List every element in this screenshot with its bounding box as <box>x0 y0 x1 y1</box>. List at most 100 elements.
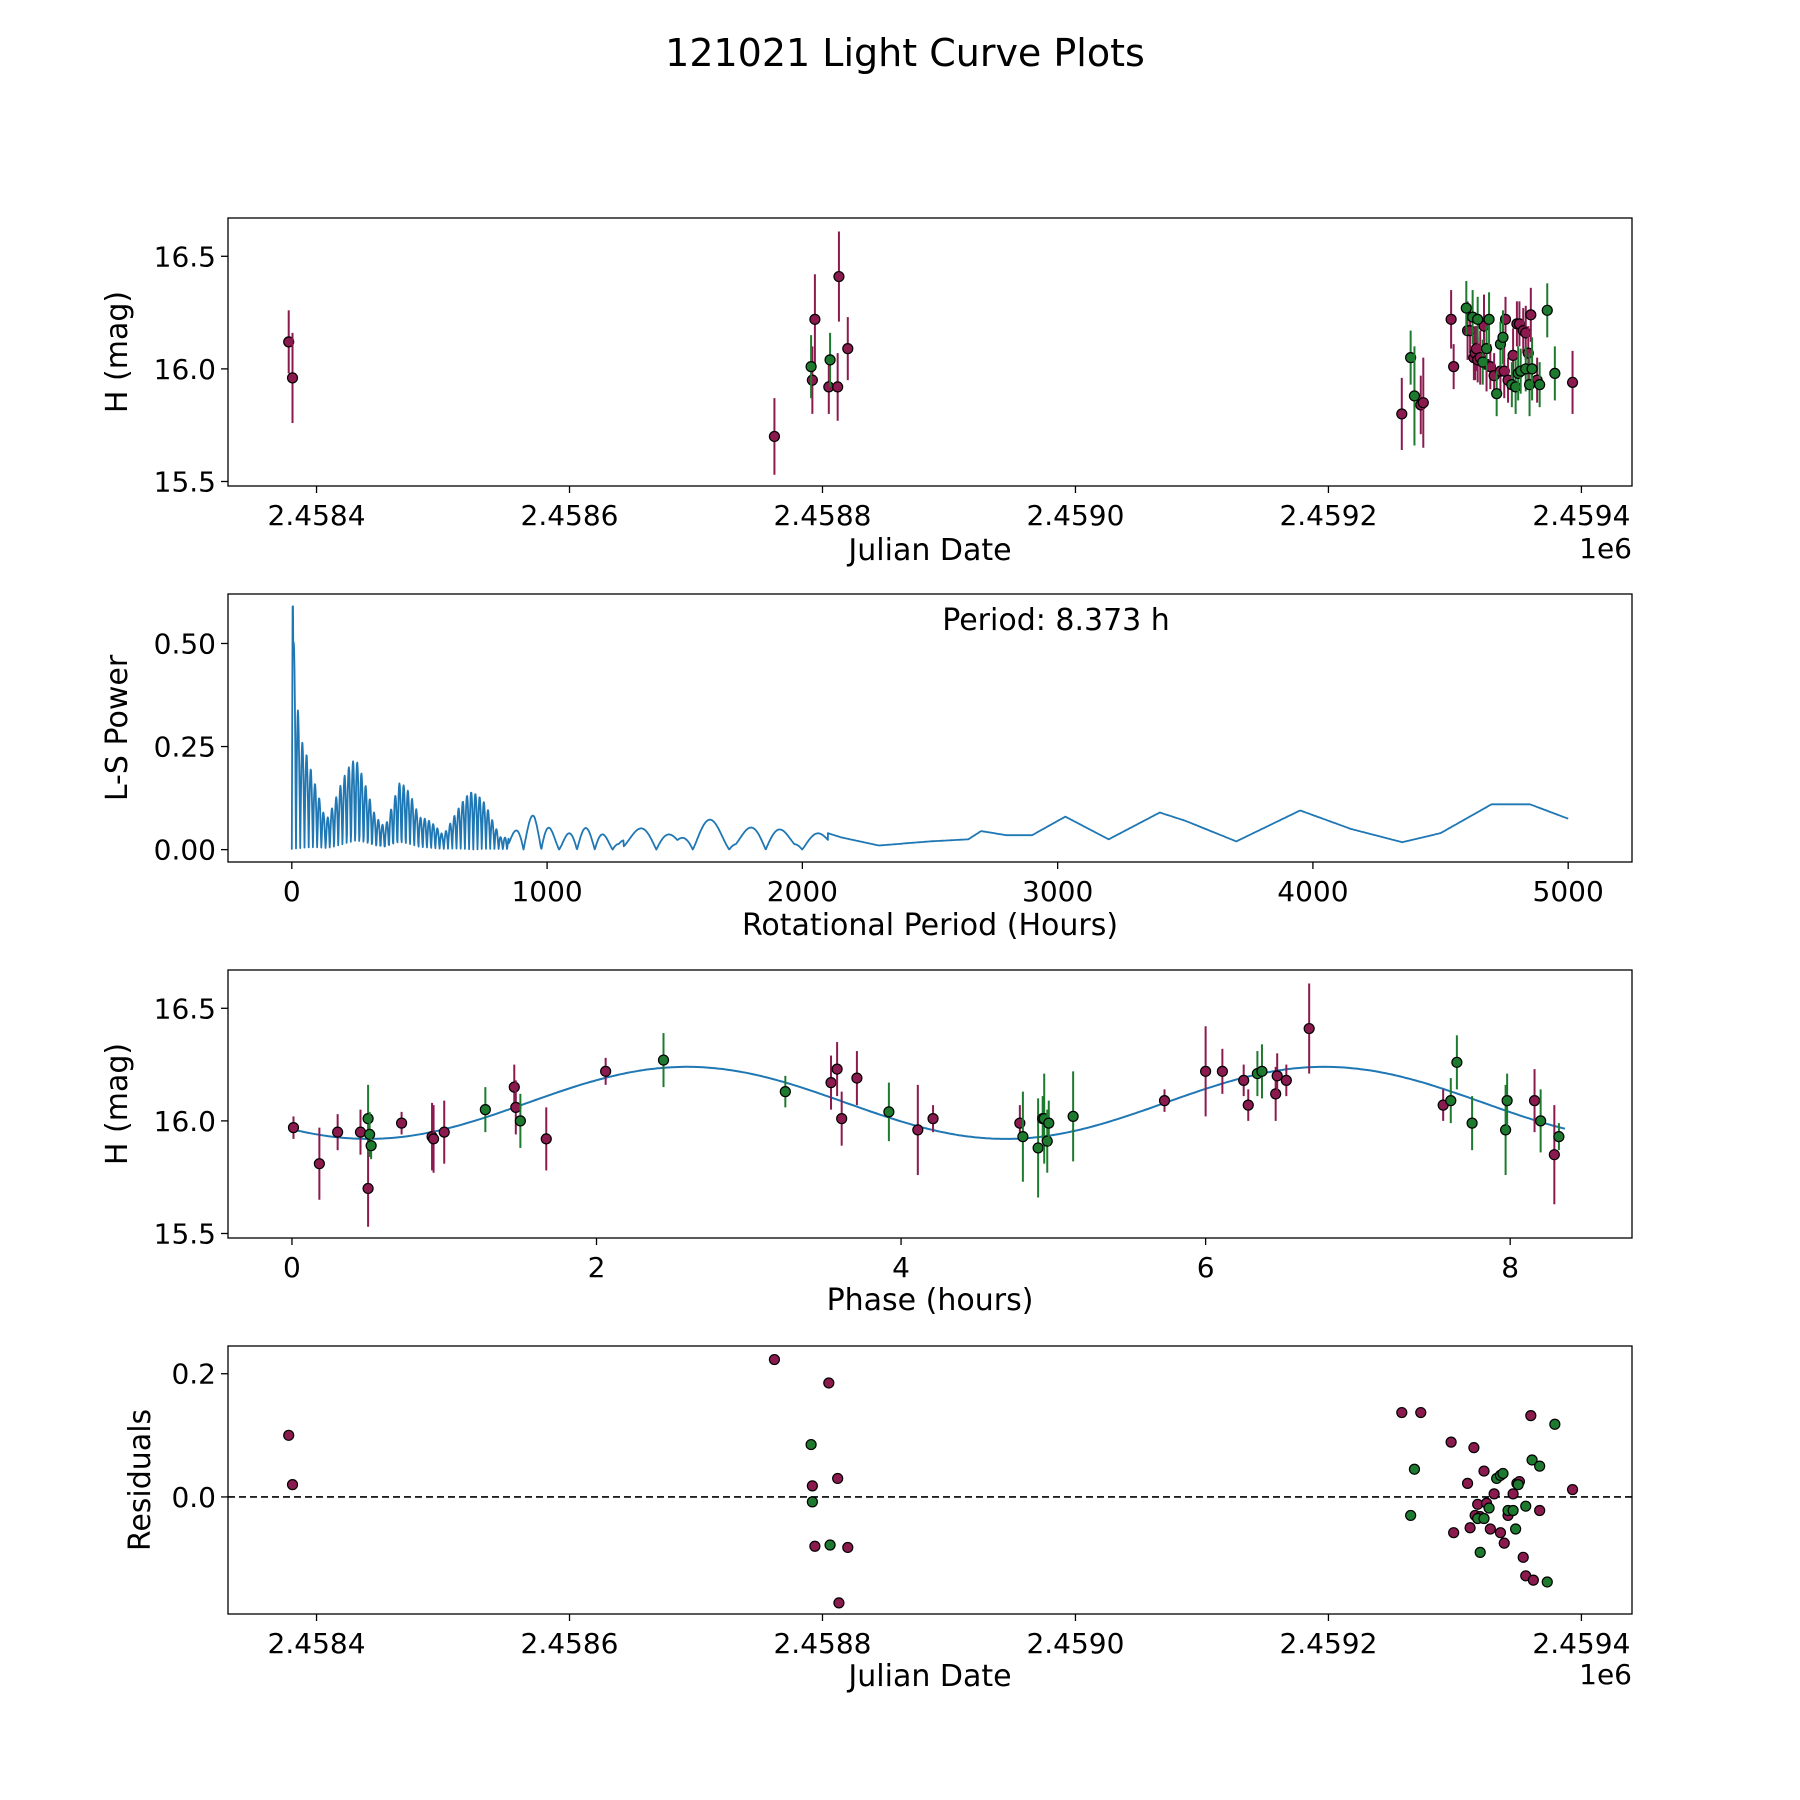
phased-point <box>1553 1131 1565 1143</box>
phased-xtick-label: 0 <box>283 1251 301 1284</box>
lightcurve-xtick-label: 2.4584 <box>268 499 366 532</box>
residuals-frame <box>227 1345 1633 1615</box>
residuals-point <box>1405 1509 1417 1522</box>
phased-ytick-label: 16.0 <box>154 1105 216 1138</box>
phased-xtick-label: 4 <box>892 1251 910 1284</box>
lightcurve-point <box>1507 349 1519 361</box>
residuals-point <box>806 1496 818 1508</box>
residuals-point <box>768 1353 781 1366</box>
phased-point <box>927 1113 939 1125</box>
periodogram-marks <box>290 605 1569 851</box>
phased-point <box>1271 1070 1283 1082</box>
periodogram-frame <box>227 593 1633 863</box>
figure-title: 121021 Light Curve Plots <box>665 31 1145 75</box>
lightcurve-point <box>1477 356 1489 368</box>
phased-point <box>851 1072 863 1084</box>
phased-point <box>779 1086 791 1098</box>
periodogram-ticks: 0 1000 2000 3000 4000 5000 0.00 0.25 0.50 <box>154 627 1604 908</box>
residuals-point <box>1520 1500 1532 1512</box>
residuals-point <box>1566 1483 1579 1496</box>
residuals-point <box>1549 1418 1561 1430</box>
phased-point <box>365 1140 377 1152</box>
phased-point <box>1238 1074 1250 1086</box>
phased-xlabel: Phase (hours) <box>827 1283 1034 1318</box>
residuals-xtick-label: 2.4590 <box>1026 1627 1124 1660</box>
residuals-point <box>1541 1576 1553 1588</box>
periodogram-panel: 0 1000 2000 3000 4000 5000 0.00 0.25 0.50 Period… <box>100 593 1633 943</box>
residuals-point <box>283 1429 295 1441</box>
residuals-point <box>1507 1488 1519 1500</box>
lightcurve-point <box>806 374 818 386</box>
phased-point <box>600 1065 612 1077</box>
periodogram-xtick-label: 5000 <box>1533 875 1604 908</box>
phased-xtick-label: 8 <box>1501 1251 1519 1284</box>
residuals-point <box>1484 1523 1496 1535</box>
residuals-point <box>1445 1436 1457 1448</box>
lightcurve-marks <box>283 231 1579 475</box>
periodogram-xtick-label: 4000 <box>1277 875 1348 908</box>
residuals-point <box>1483 1502 1495 1514</box>
phased-point <box>438 1126 450 1138</box>
phased-point <box>395 1117 408 1129</box>
phased-point <box>1017 1131 1029 1143</box>
residuals-point <box>833 1597 845 1609</box>
phased-point <box>287 1122 300 1134</box>
lightcurve-ylabel: H (mag) <box>100 291 135 413</box>
residuals-point <box>809 1540 821 1552</box>
residuals-point <box>1507 1504 1519 1517</box>
residuals-point <box>1461 1477 1474 1489</box>
phased-point <box>313 1158 325 1170</box>
residuals-point <box>842 1541 854 1554</box>
residuals-point <box>1527 1574 1539 1586</box>
phased-point <box>354 1126 367 1138</box>
lightcurve-xlabel: Julian Date <box>846 533 1011 568</box>
phased-point <box>508 1081 520 1093</box>
phased-frame <box>227 969 1633 1239</box>
residuals-ticks: 2.4584 2.4586 2.4588 2.4590 2.4592 2.4594 0.0 0… <box>171 1358 1630 1660</box>
periodogram-ytick-label: 0.25 <box>154 731 216 764</box>
residuals-point <box>1464 1522 1476 1534</box>
residuals-xtick-label: 2.4586 <box>521 1627 619 1660</box>
phased-xtick-label: 2 <box>588 1251 606 1284</box>
phased-xtick-label: 6 <box>1197 1251 1215 1284</box>
residuals-point <box>1478 1512 1490 1525</box>
lightcurve-ytick-label: 16.5 <box>154 240 216 273</box>
phased-point <box>831 1063 843 1075</box>
residuals-point <box>1494 1527 1507 1539</box>
phased-point <box>1270 1088 1282 1100</box>
residuals-xtick-label: 2.4584 <box>268 1627 366 1660</box>
lightcurve-point <box>832 381 844 393</box>
phased-point <box>1500 1124 1512 1136</box>
residuals-xtick-label: 2.4588 <box>773 1627 871 1660</box>
periodogram-xtick-label: 1000 <box>511 875 582 908</box>
phased-point <box>1256 1065 1268 1077</box>
periodogram-ylabel: L-S Power <box>100 654 135 801</box>
residuals-point <box>823 1377 835 1389</box>
phased-point <box>1032 1142 1044 1154</box>
phased-point <box>514 1115 526 1127</box>
residuals-point <box>1448 1527 1460 1539</box>
lightcurve-point <box>286 372 299 384</box>
lightcurve-ticks: 2.4584 2.4586 2.4588 2.4590 2.4592 2.4594 15.5… <box>154 240 1631 532</box>
lightcurve-point <box>833 270 845 283</box>
residuals-point <box>1497 1467 1509 1480</box>
phased-point <box>1548 1149 1560 1161</box>
phased-point <box>1528 1095 1541 1107</box>
phased-point <box>479 1104 491 1116</box>
residuals-point <box>1534 1460 1546 1472</box>
lightcurve-point <box>1408 390 1421 402</box>
lightcurve-point <box>809 313 821 325</box>
lightcurve-ytick-label: 16.0 <box>154 353 216 386</box>
lightcurve-point <box>1396 408 1408 420</box>
lightcurve-point <box>842 343 854 355</box>
residuals-point <box>806 1480 818 1492</box>
residuals-point <box>1517 1551 1529 1563</box>
residuals-point <box>1478 1465 1490 1477</box>
phased-point <box>1067 1110 1079 1122</box>
periodogram-xtick-label: 3000 <box>1022 875 1093 908</box>
residuals-point <box>1510 1523 1522 1535</box>
lightcurve-point <box>1541 304 1553 316</box>
phased-point <box>427 1133 440 1145</box>
phased-panel: 0 2 4 6 8 15.5 16.0 16.5 Phase (hours) H (mag) <box>100 969 1633 1318</box>
